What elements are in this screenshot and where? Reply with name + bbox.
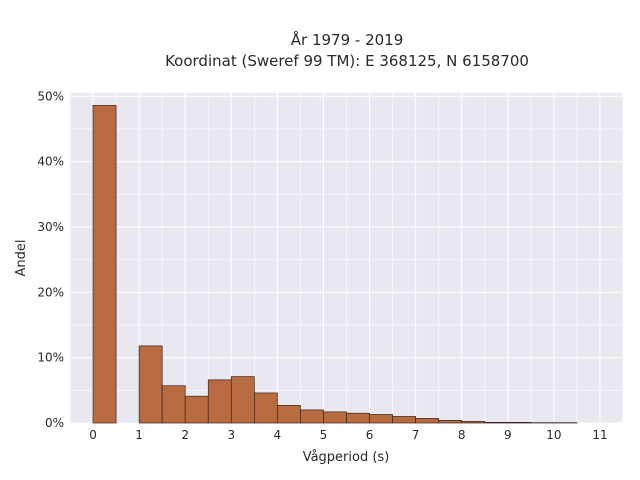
histogram-bar	[461, 421, 486, 424]
x-tick-label: 10	[546, 428, 561, 442]
x-tick-label: 2	[181, 428, 189, 442]
histogram-bar	[369, 414, 393, 424]
histogram-bar	[484, 421, 509, 424]
histogram-bar	[184, 395, 209, 424]
histogram-bar	[138, 345, 163, 424]
y-tick-label: 20%	[37, 285, 64, 299]
histogram-bar	[300, 409, 324, 424]
x-axis-label: Vågperiod (s)	[303, 450, 390, 465]
histogram-bar	[161, 385, 186, 424]
x-tick-label: 6	[366, 428, 374, 442]
histogram-bar	[323, 411, 347, 424]
x-tick-label: 8	[458, 428, 466, 442]
x-tick-label: 3	[227, 428, 235, 442]
histogram-bar	[207, 379, 232, 424]
y-tick-labels: 0% 10% 20% 30% 40% 50%	[37, 89, 64, 430]
y-tick-label: 0%	[45, 416, 64, 430]
x-tick-label: 9	[504, 428, 512, 442]
y-tick-label: 50%	[37, 89, 64, 103]
histogram-bar	[277, 405, 301, 424]
y-tick-label: 40%	[37, 155, 64, 169]
x-tick-label: 4	[274, 428, 282, 442]
bars	[92, 105, 578, 424]
chart-title: År 1979 - 2019	[291, 30, 404, 49]
histogram-bar	[507, 421, 532, 424]
chart-subtitle: Koordinat (Sweref 99 TM): E 368125, N 61…	[165, 52, 529, 70]
x-tick-label: 11	[592, 428, 607, 442]
histogram-bar	[415, 418, 440, 424]
histogram-bar	[230, 376, 255, 424]
x-tick-labels: 0 1 2 3 4 5 6 7 8 9 10 11	[89, 428, 607, 442]
histogram-bar	[253, 392, 278, 424]
histogram-bar	[346, 412, 370, 424]
histogram-bar	[392, 416, 416, 424]
x-tick-label: 5	[320, 428, 328, 442]
histogram-bar	[438, 420, 463, 424]
histogram-bar	[92, 105, 117, 424]
y-tick-label: 30%	[37, 220, 64, 234]
x-tick-label: 7	[412, 428, 420, 442]
y-axis-label: Andel	[14, 240, 29, 277]
y-tick-label: 10%	[37, 351, 64, 365]
x-tick-label: 0	[89, 428, 97, 442]
x-tick-label: 1	[135, 428, 143, 442]
